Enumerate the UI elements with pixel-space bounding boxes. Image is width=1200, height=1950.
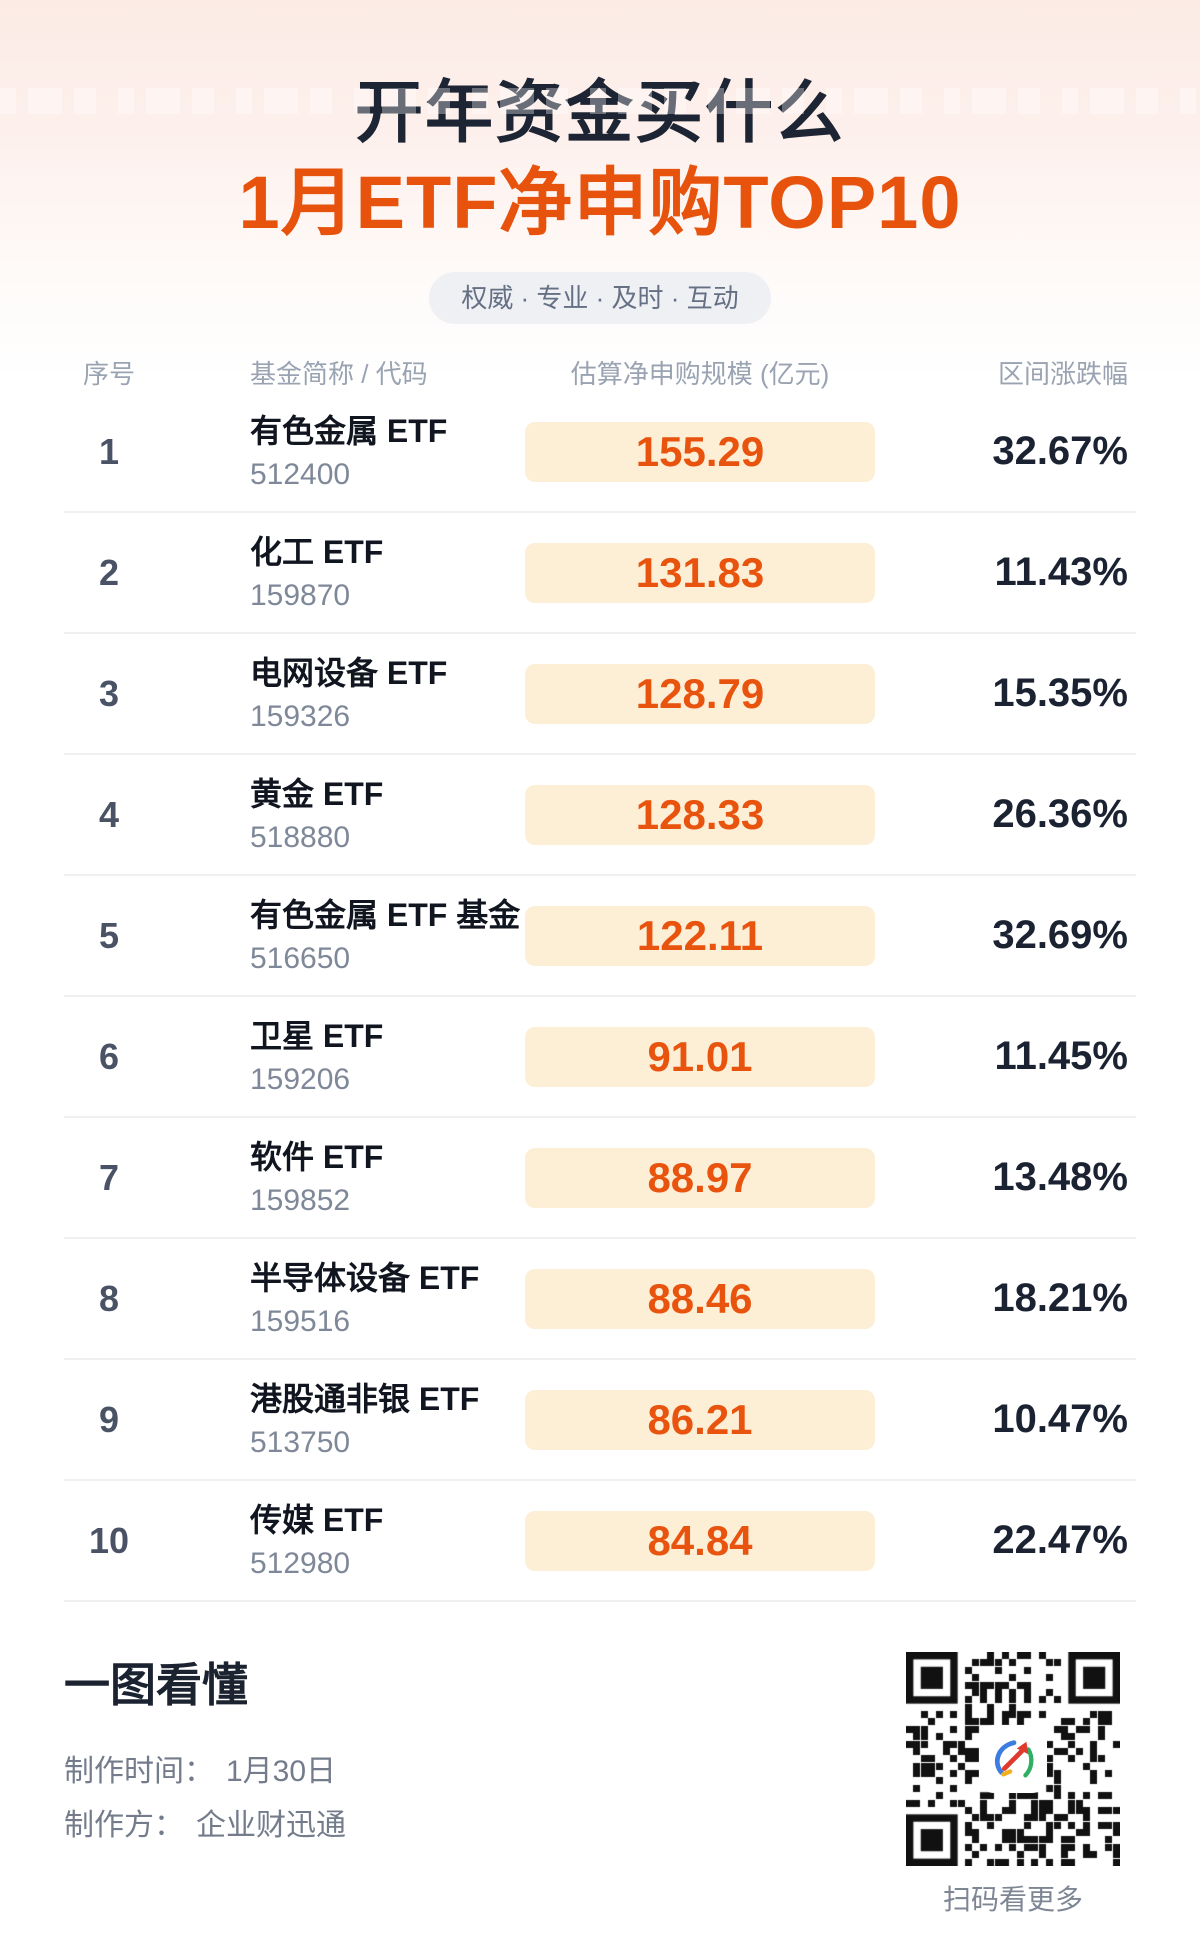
change-percent: 32.69%: [992, 913, 1128, 957]
fund-name: 电网设备 ETF: [250, 654, 448, 691]
producer-value: 企业财迅通: [196, 1809, 346, 1842]
table-row: 9 港股通非银 ETF 513750 86.21 10.47%: [64, 1360, 1136, 1481]
col-header-index: 序号: [82, 359, 135, 389]
made-date-value: 1月30日: [226, 1755, 337, 1788]
table-row: 8 半导体设备 ETF 159516 88.46 18.21%: [64, 1239, 1136, 1360]
change-percent: 22.47%: [992, 1518, 1128, 1562]
qr-caption: 扫码看更多: [942, 1884, 1083, 1915]
etf-table-body: 1 有色金属 ETF 512400 155.29 32.67% 2 化工 ETF…: [0, 392, 1200, 1602]
fund-code: 513750: [250, 1425, 351, 1459]
footer: 一图看懂 制作时间： 1月30日 制作方： 企业财迅通: [64, 1660, 1136, 1844]
qr-code: [906, 1652, 1120, 1866]
col-header-scale: 估算净申购规模 (亿元): [570, 359, 830, 389]
col-header-change: 区间涨跌幅: [997, 359, 1128, 389]
change-percent: 10.47%: [992, 1397, 1128, 1441]
col-header-fund: 基金简称 / 代码: [250, 359, 428, 389]
fund-code: 516650: [250, 941, 351, 975]
rank-number: 9: [98, 1398, 120, 1440]
change-percent: 15.35%: [992, 671, 1128, 715]
fund-code: 159852: [250, 1183, 351, 1217]
change-percent: 13.48%: [992, 1155, 1128, 1199]
change-percent: 26.36%: [992, 792, 1128, 836]
rank-number: 8: [98, 1277, 120, 1319]
scale-value: 88.97: [647, 1153, 753, 1201]
rank-number: 3: [98, 672, 120, 714]
scale-badge: 128.33: [525, 784, 875, 845]
scale-badge: 91.01: [525, 1026, 875, 1087]
fund-name: 卫星 ETF: [250, 1017, 384, 1054]
app-logo-icon: [982, 1728, 1044, 1790]
table-row: 4 黄金 ETF 518880 128.33 26.36%: [64, 755, 1136, 876]
fund-code: 518880: [250, 820, 351, 854]
producer-label: 制作方：: [64, 1809, 184, 1842]
qr-block: 扫码看更多: [906, 1652, 1120, 1918]
fund-code: 159516: [250, 1304, 351, 1338]
page-title: 开年资金买什么: [354, 75, 845, 151]
scale-value: 86.21: [647, 1395, 753, 1443]
fund-code: 159206: [250, 1062, 351, 1096]
fund-name: 黄金 ETF: [250, 775, 384, 812]
scale-badge: 131.83: [525, 542, 875, 603]
scale-badge: 86.21: [525, 1389, 875, 1450]
scale-value: 122.11: [636, 911, 764, 959]
fund-code: 512980: [250, 1546, 351, 1580]
change-percent: 11.43%: [994, 550, 1128, 594]
scale-value: 128.79: [635, 669, 765, 717]
table-row: 6 卫星 ETF 159206 91.01 11.45%: [64, 997, 1136, 1118]
page-subtitle: 1月ETF净申购TOP10: [238, 161, 962, 244]
fund-name: 半导体设备 ETF: [250, 1259, 480, 1296]
fund-name: 有色金属 ETF 基金: [250, 896, 521, 933]
scale-value: 131.83: [635, 548, 765, 596]
rank-number: 1: [98, 430, 120, 472]
tagline-pill: 权威 · 专业 · 及时 · 互动: [429, 272, 771, 324]
table-row: 7 软件 ETF 159852 88.97 13.48%: [64, 1118, 1136, 1239]
table-header: 序号 基金简称 / 代码 估算净申购规模 (亿元) 区间涨跌幅: [64, 358, 1136, 390]
scale-value: 88.46: [647, 1274, 753, 1322]
rank-number: 7: [98, 1156, 120, 1198]
rank-number: 6: [98, 1035, 120, 1077]
table-row: 3 电网设备 ETF 159326 128.79 15.35%: [64, 634, 1136, 755]
scale-value: 84.84: [647, 1516, 753, 1564]
table-row: 10 传媒 ETF 512980 84.84 22.47%: [64, 1481, 1136, 1602]
scale-badge: 84.84: [525, 1510, 875, 1571]
scale-badge: 155.29: [525, 421, 875, 482]
rank-number: 2: [98, 551, 120, 593]
fund-code: 159326: [250, 699, 351, 733]
fund-code: 512400: [250, 457, 351, 491]
scale-value: 91.01: [647, 1032, 753, 1080]
made-date-label: 制作时间：: [64, 1755, 214, 1788]
rank-number: 5: [98, 914, 120, 956]
rank-number: 4: [98, 793, 120, 835]
made-date-line: 制作时间： 1月30日: [64, 1754, 1136, 1790]
table-row: 2 化工 ETF 159870 131.83 11.43%: [64, 513, 1136, 634]
scale-value: 128.33: [635, 790, 765, 838]
table-row: 5 有色金属 ETF 基金 516650 122.11 32.69%: [64, 876, 1136, 997]
scale-badge: 88.46: [525, 1268, 875, 1329]
scale-value: 155.29: [635, 427, 765, 475]
fund-name: 港股通非银 ETF: [250, 1380, 480, 1417]
change-percent: 32.67%: [992, 429, 1128, 473]
scale-badge: 88.97: [525, 1147, 875, 1208]
rank-number: 10: [88, 1519, 130, 1561]
change-percent: 11.45%: [994, 1034, 1128, 1078]
fund-name: 化工 ETF: [250, 533, 384, 570]
scale-badge: 122.11: [525, 905, 875, 966]
producer-line: 制作方： 企业财迅通: [64, 1808, 1136, 1844]
change-percent: 18.21%: [992, 1276, 1128, 1320]
scale-badge: 128.79: [525, 663, 875, 724]
table-row: 1 有色金属 ETF 512400 155.29 32.67%: [64, 392, 1136, 513]
fund-code: 159870: [250, 578, 351, 612]
fund-name: 传媒 ETF: [250, 1501, 384, 1538]
footer-headline: 一图看懂: [64, 1659, 248, 1711]
fund-name: 软件 ETF: [250, 1138, 384, 1175]
fund-name: 有色金属 ETF: [250, 412, 448, 449]
